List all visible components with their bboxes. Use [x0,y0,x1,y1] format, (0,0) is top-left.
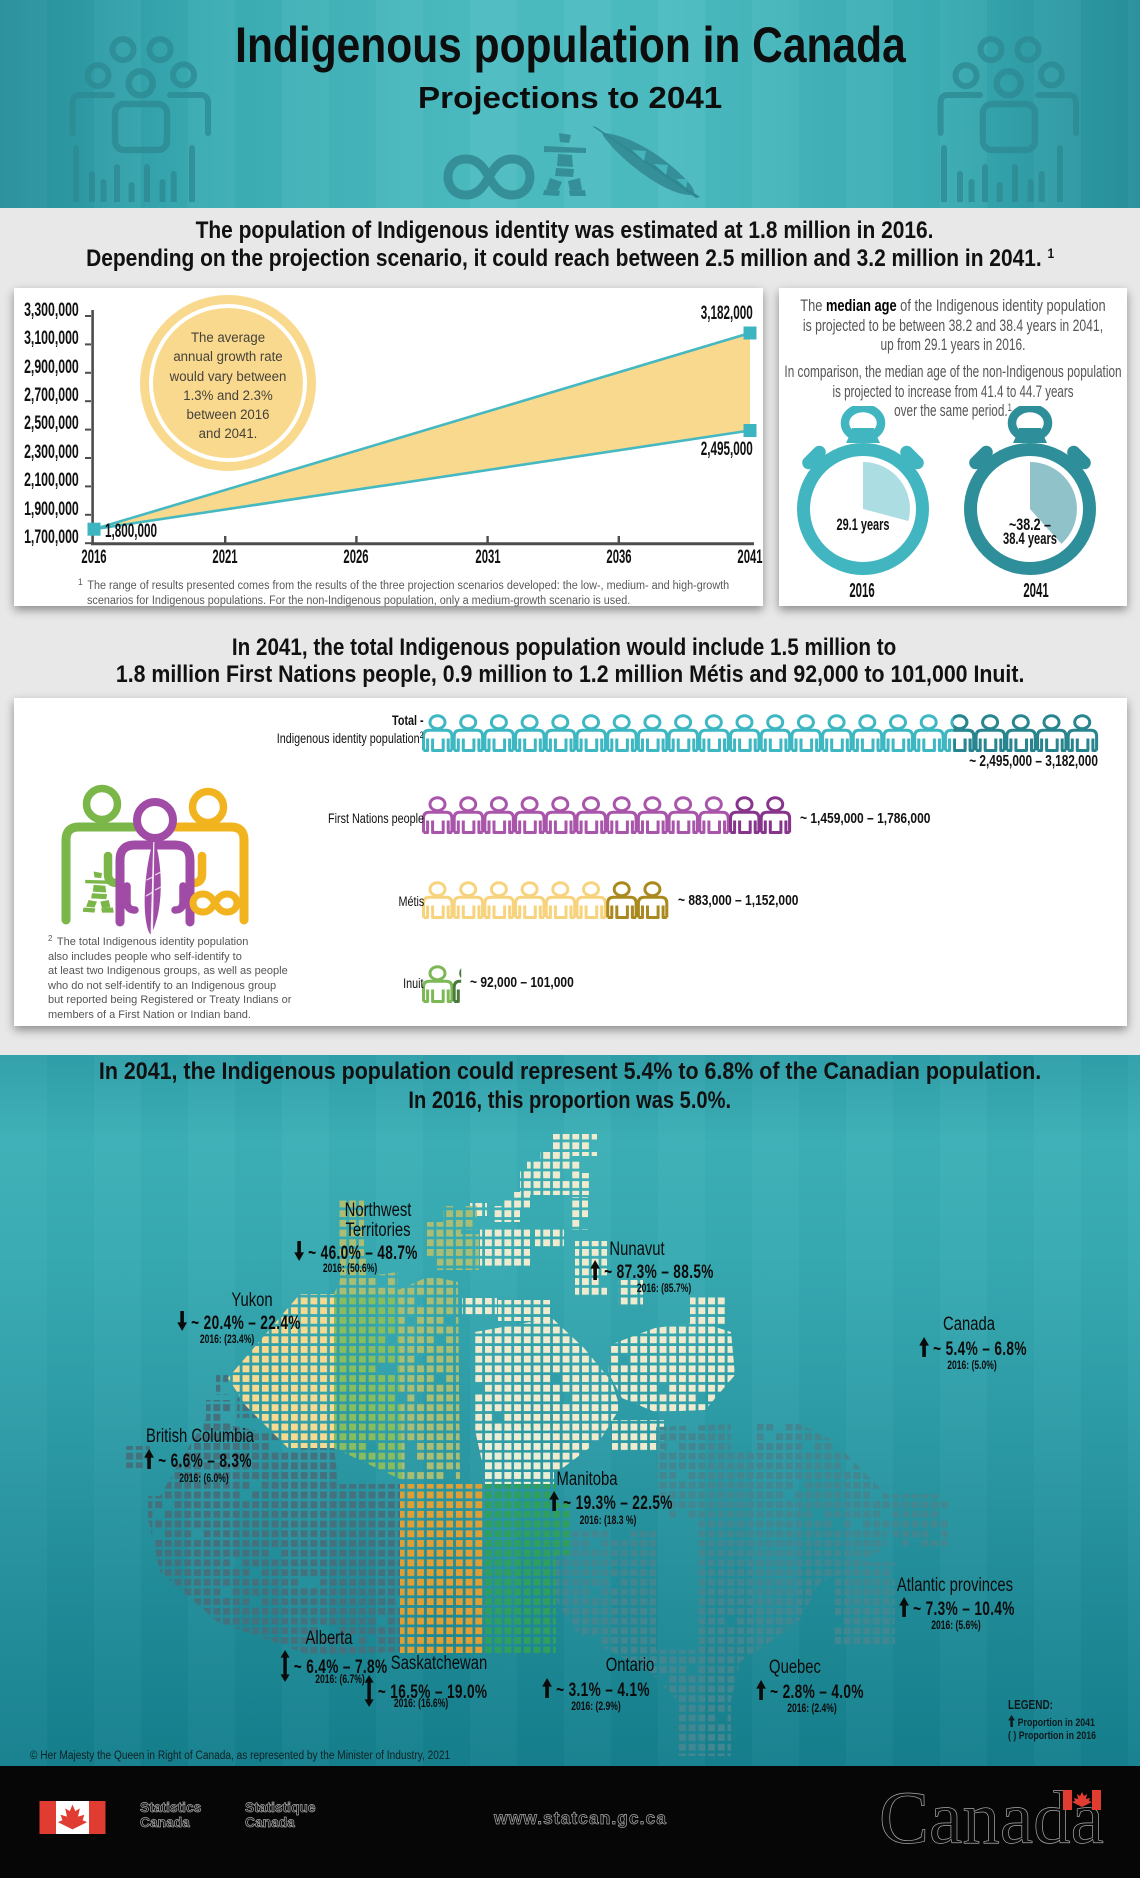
svg-text:38.4 years: 38.4 years [1003,530,1057,548]
svg-text:~38.2 –: ~38.2 – [1009,516,1051,534]
svg-text:29.1 years: 29.1 years [837,516,890,534]
